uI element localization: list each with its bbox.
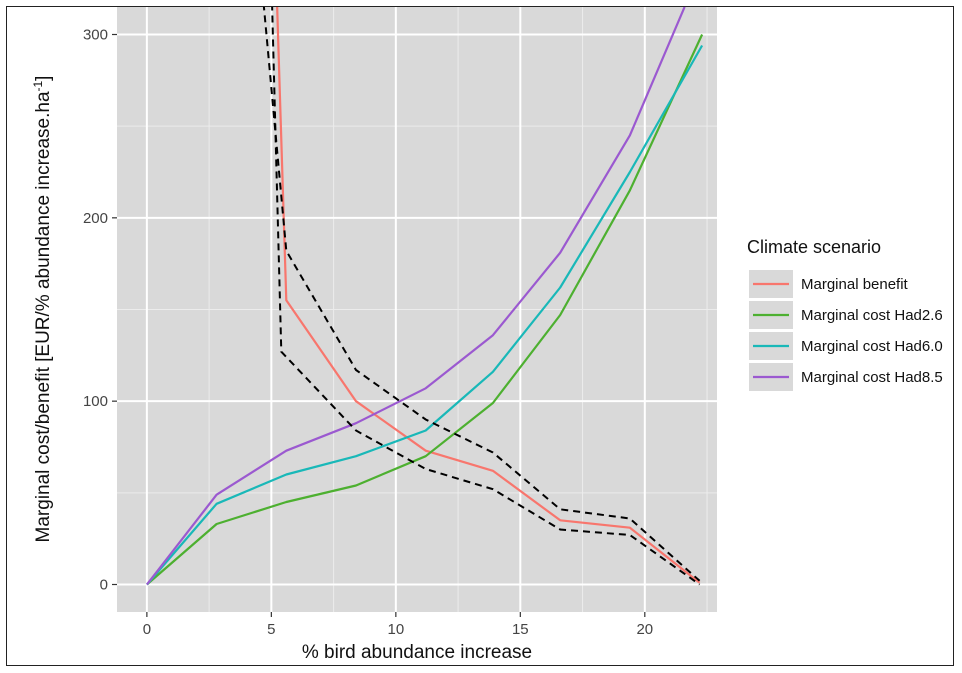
series-line-3 [146,44,704,586]
y-tick-label: 300 [83,27,108,44]
x-tick-label: 5 [267,621,275,638]
grid-major [117,7,717,612]
y-axis-label: Marginal cost/benefit [EUR/% abundance i… [31,76,54,543]
x-axis-label: % bird abundance increase [302,642,532,663]
x-tick-label: 10 [387,621,404,638]
confidence-band [262,7,701,586]
series-line-1 [276,7,701,584]
y-axis-label-sup: -1 [31,80,45,91]
x-tick-label: 20 [636,621,653,638]
series-line-2 [146,34,704,586]
legend-title: Climate scenario [747,237,881,257]
series-layer [146,7,704,586]
chart-frame: 0 5 10 15 20 0 100 200 300 % bird abundance inc… [6,6,954,666]
x-axis: 0 5 10 15 20 [143,612,653,638]
y-axis-label-main: Marginal cost/benefit [EUR/% abundance i… [33,91,54,542]
y-axis: 0 100 200 300 [83,27,117,594]
grid-minor [117,7,717,612]
y-tick-label: 100 [83,393,108,410]
band-upper-line [262,7,701,582]
x-tick-label: 15 [512,621,529,638]
legend-label-1: Marginal benefit [801,276,909,293]
y-tick-label: 200 [83,210,108,227]
series-line-4 [146,7,686,586]
y-tick-label: 0 [100,577,108,594]
y-axis-label-end: ] [33,76,54,81]
line-chart: 0 5 10 15 20 0 100 200 300 % bird abundance inc… [31,7,943,663]
x-tick-label: 0 [143,621,151,638]
legend-label-4: Marginal cost Had8.5 [801,369,943,386]
legend-label-2: Marginal cost Had2.6 [801,307,943,324]
band-lower-line [271,7,701,586]
legend-label-3: Marginal cost Had6.0 [801,338,943,355]
legend: Climate scenario Marginal benefit Margina… [747,237,943,391]
